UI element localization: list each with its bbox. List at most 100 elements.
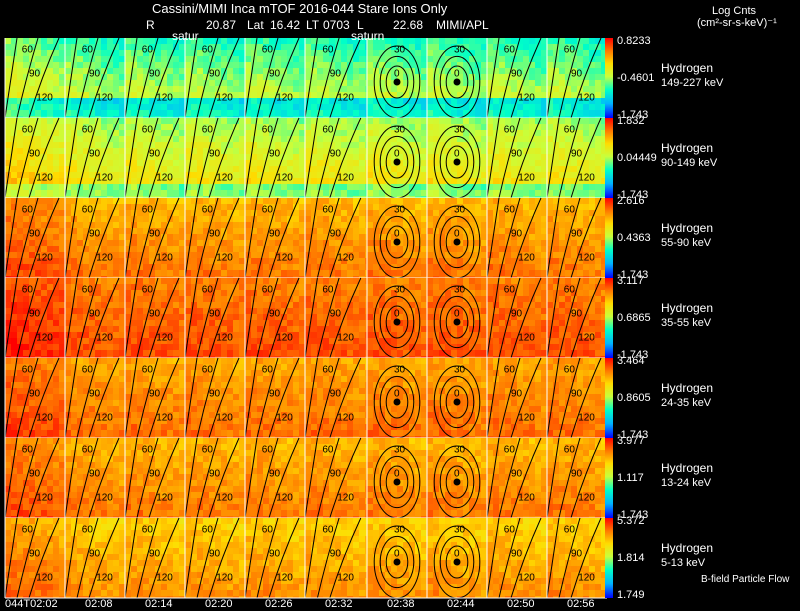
svg-text:30: 30 xyxy=(394,124,406,135)
time-tick-label: 044T02:02 xyxy=(5,598,58,611)
svg-text:60: 60 xyxy=(22,284,34,295)
svg-text:120: 120 xyxy=(578,92,595,103)
colorbar-mid-label: 0.8605 xyxy=(617,392,651,405)
svg-text:120: 120 xyxy=(518,252,535,263)
svg-text:60: 60 xyxy=(142,124,154,135)
r-label: R xyxy=(146,19,155,32)
lt-value: 0703 xyxy=(323,19,350,32)
svg-text:90: 90 xyxy=(89,308,101,319)
svg-text:60: 60 xyxy=(142,204,154,215)
svg-text:90: 90 xyxy=(29,68,41,79)
svg-text:120: 120 xyxy=(276,92,293,103)
credit-label: MIMI/APL xyxy=(436,19,489,32)
row-species-label: Hydrogen xyxy=(661,222,713,235)
svg-text:90: 90 xyxy=(209,228,221,239)
time-tick-label: 02:26 xyxy=(265,598,293,611)
svg-text:0: 0 xyxy=(394,68,400,79)
svg-text:120: 120 xyxy=(216,92,233,103)
colorbar-mid-label: -0.4601 xyxy=(617,72,654,85)
heatmap-cell: 300 xyxy=(367,198,427,278)
svg-text:120: 120 xyxy=(156,252,173,263)
svg-text:60: 60 xyxy=(82,124,94,135)
svg-text:60: 60 xyxy=(564,204,576,215)
colorbar-max-label: 3.464 xyxy=(617,355,645,368)
time-tick-label: 02:32 xyxy=(325,598,353,611)
lt-label: LT xyxy=(306,19,319,32)
colorbar-mid-label: 0.6865 xyxy=(617,312,651,325)
svg-text:120: 120 xyxy=(276,172,293,183)
row-energy-label: 24-35 keV xyxy=(661,397,711,410)
row-energy-label: 149-227 keV xyxy=(661,77,723,90)
svg-text:90: 90 xyxy=(209,68,221,79)
time-tick-label: 02:44 xyxy=(447,598,475,611)
svg-text:120: 120 xyxy=(96,172,113,183)
time-tick-label: 02:50 xyxy=(507,598,535,611)
units-line-2: (cm²-sr-s-keV)⁻¹ xyxy=(697,17,777,30)
row-energy-label: 35-55 keV xyxy=(661,317,711,330)
svg-text:60: 60 xyxy=(322,204,334,215)
plot-title: Cassini/MIMI Inca mTOF 2016-044 Stare Io… xyxy=(152,2,447,15)
svg-text:60: 60 xyxy=(262,44,274,55)
heatmap-cell: 60 90 120 xyxy=(185,38,245,118)
row-species-label: Hydrogen xyxy=(661,62,713,75)
svg-text:60: 60 xyxy=(202,44,214,55)
svg-text:60: 60 xyxy=(262,204,274,215)
svg-text:90: 90 xyxy=(149,68,161,79)
saturn-marker-label: saturn xyxy=(351,30,384,43)
saturn-marker-label: satur xyxy=(172,30,199,43)
svg-text:120: 120 xyxy=(337,172,354,183)
heatmap-cell: 300 xyxy=(427,358,487,438)
time-tick-label: 02:20 xyxy=(205,598,233,611)
row-species-label: Hydrogen xyxy=(661,142,713,155)
svg-text:90: 90 xyxy=(330,148,342,159)
svg-text:30: 30 xyxy=(394,204,406,215)
svg-text:90: 90 xyxy=(330,68,342,79)
colorbar-max-label: 3.117 xyxy=(617,275,644,288)
colorbar-min-label: 1.749 xyxy=(617,589,645,602)
svg-text:120: 120 xyxy=(36,252,53,263)
svg-text:60: 60 xyxy=(202,204,214,215)
svg-text:120: 120 xyxy=(518,172,535,183)
svg-text:0: 0 xyxy=(454,228,460,239)
colorbar-max-label: 1.832 xyxy=(617,115,645,128)
colorbar xyxy=(605,38,613,118)
svg-text:90: 90 xyxy=(149,308,161,319)
row-energy-label: 13-24 keV xyxy=(661,477,711,490)
svg-text:60: 60 xyxy=(504,44,516,55)
row-species-label: Hydrogen xyxy=(661,542,713,555)
colorbar-max-label: 0.8233 xyxy=(617,35,651,48)
svg-text:60: 60 xyxy=(82,44,94,55)
colorbar-mid-label: 1.814 xyxy=(617,552,645,565)
svg-text:90: 90 xyxy=(209,148,221,159)
row-species-label: Hydrogen xyxy=(661,382,713,395)
svg-text:90: 90 xyxy=(89,228,101,239)
svg-text:30: 30 xyxy=(454,124,466,135)
svg-text:90: 90 xyxy=(511,228,523,239)
